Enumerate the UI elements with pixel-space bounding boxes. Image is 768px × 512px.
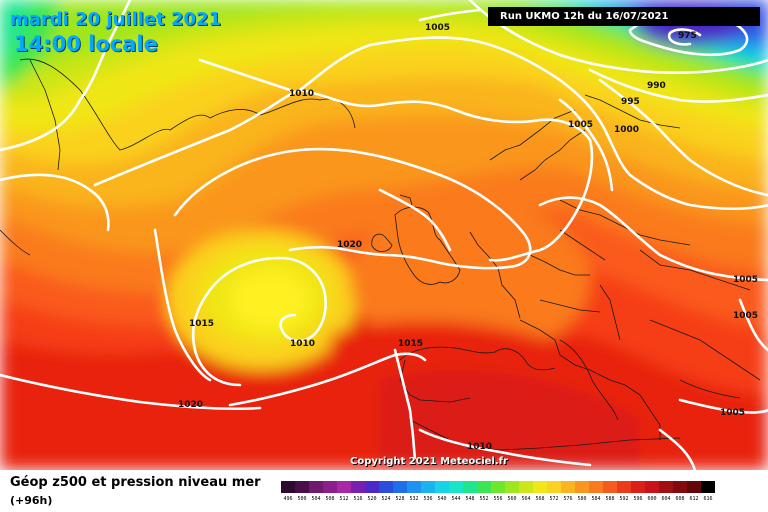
- legend-tick: 536: [423, 496, 433, 502]
- legend-tick: 544: [451, 496, 461, 502]
- pressure-label: 975: [678, 31, 697, 41]
- legend-tick: 604: [661, 496, 671, 502]
- legend-swatch: [337, 481, 351, 493]
- legend-swatch: [687, 481, 701, 493]
- forecast-time: 14:00 locale: [14, 32, 158, 56]
- legend-tick: 572: [549, 496, 559, 502]
- legend-tick: 496: [283, 496, 293, 502]
- legend-swatch: [379, 481, 393, 493]
- pressure-label: 1020: [178, 400, 203, 410]
- legend-swatch: [589, 481, 603, 493]
- legend-tick: 556: [493, 496, 503, 502]
- isobars: [0, 0, 768, 470]
- legend-tick-labels: 496 500 504 508 512 516 520 524 528 532 536 540 544 5…: [281, 496, 715, 506]
- legend-tick: 532: [409, 496, 419, 502]
- legend-swatch: [645, 481, 659, 493]
- map-title: Géop z500 et pression niveau mer: [10, 475, 261, 490]
- legend-swatch: [365, 481, 379, 493]
- legend-tick: 516: [353, 496, 363, 502]
- legend-tick: 500: [297, 496, 307, 502]
- legend-swatch: [701, 481, 715, 493]
- legend-tick: 540: [437, 496, 447, 502]
- pressure-label: 1005: [425, 23, 450, 33]
- pressure-label: 1015: [398, 339, 423, 349]
- legend-tick: 528: [395, 496, 405, 502]
- legend-tick: 588: [605, 496, 615, 502]
- legend-tick: 612: [689, 496, 699, 502]
- legend-tick: 564: [521, 496, 531, 502]
- pressure-label: 1020: [337, 240, 362, 250]
- legend-tick: 576: [563, 496, 573, 502]
- pressure-label: 1015: [189, 319, 214, 329]
- legend-swatch: [435, 481, 449, 493]
- legend-swatch: [561, 481, 575, 493]
- legend-tick: 524: [381, 496, 391, 502]
- pressure-label: 1005: [720, 408, 745, 418]
- legend-swatch: [617, 481, 631, 493]
- legend-tick: 560: [507, 496, 517, 502]
- copyright-notice: Copyright 2021 Meteociel.fr: [350, 456, 508, 467]
- legend-tick: 608: [675, 496, 685, 502]
- pressure-label: 1010: [289, 89, 314, 99]
- pressure-label: 995: [621, 97, 640, 107]
- legend-swatch: [547, 481, 561, 493]
- legend-swatch: [659, 481, 673, 493]
- pressure-label: 1005: [733, 275, 758, 285]
- forecast-lead-time: (+96h): [10, 494, 53, 507]
- map-footer: Géop z500 et pression niveau mer (+96h) …: [0, 470, 768, 512]
- weather-map: 1005 975 990 995 1010 1005 1000 1020 100…: [0, 0, 768, 470]
- legend-tick: 520: [367, 496, 377, 502]
- legend-tick: 616: [703, 496, 713, 502]
- legend-tick: 568: [535, 496, 545, 502]
- legend-swatch: [449, 481, 463, 493]
- forecast-date: mardi 20 juillet 2021: [10, 9, 222, 30]
- pressure-label: 1010: [290, 339, 315, 349]
- legend-tick: 580: [577, 496, 587, 502]
- pressure-label: 990: [647, 81, 666, 91]
- pressure-label: 1000: [614, 125, 639, 135]
- pressure-labels: 1005 975 990 995 1010 1005 1000 1020 100…: [178, 23, 758, 452]
- legend-swatch: [533, 481, 547, 493]
- legend-swatch: [575, 481, 589, 493]
- legend-swatch: [351, 481, 365, 493]
- legend-swatch: [463, 481, 477, 493]
- legend-swatch: [491, 481, 505, 493]
- legend-swatch: [407, 481, 421, 493]
- pressure-label: 1010: [467, 442, 492, 452]
- legend-tick: 512: [339, 496, 349, 502]
- legend-tick: 600: [647, 496, 657, 502]
- pressure-label: 1005: [568, 120, 593, 130]
- legend-swatch: [631, 481, 645, 493]
- legend-swatch: [477, 481, 491, 493]
- legend-swatch: [519, 481, 533, 493]
- legend-swatch: [323, 481, 337, 493]
- legend-tick: 584: [591, 496, 601, 502]
- legend-swatch: [309, 481, 323, 493]
- legend-swatch: [673, 481, 687, 493]
- model-run-label: Run UKMO 12h du 16/07/2021: [488, 7, 760, 26]
- legend-swatch: [505, 481, 519, 493]
- legend-tick: 504: [311, 496, 321, 502]
- legend-swatch: [281, 481, 295, 493]
- coastlines: [0, 58, 761, 451]
- legend-swatch: [421, 481, 435, 493]
- color-legend: [281, 481, 715, 493]
- legend-tick: 552: [479, 496, 489, 502]
- legend-tick: 508: [325, 496, 335, 502]
- legend-tick: 548: [465, 496, 475, 502]
- legend-swatch: [603, 481, 617, 493]
- legend-swatch: [295, 481, 309, 493]
- pressure-label: 1005: [733, 311, 758, 321]
- legend-tick: 596: [633, 496, 643, 502]
- legend-tick: 592: [619, 496, 629, 502]
- legend-swatch: [393, 481, 407, 493]
